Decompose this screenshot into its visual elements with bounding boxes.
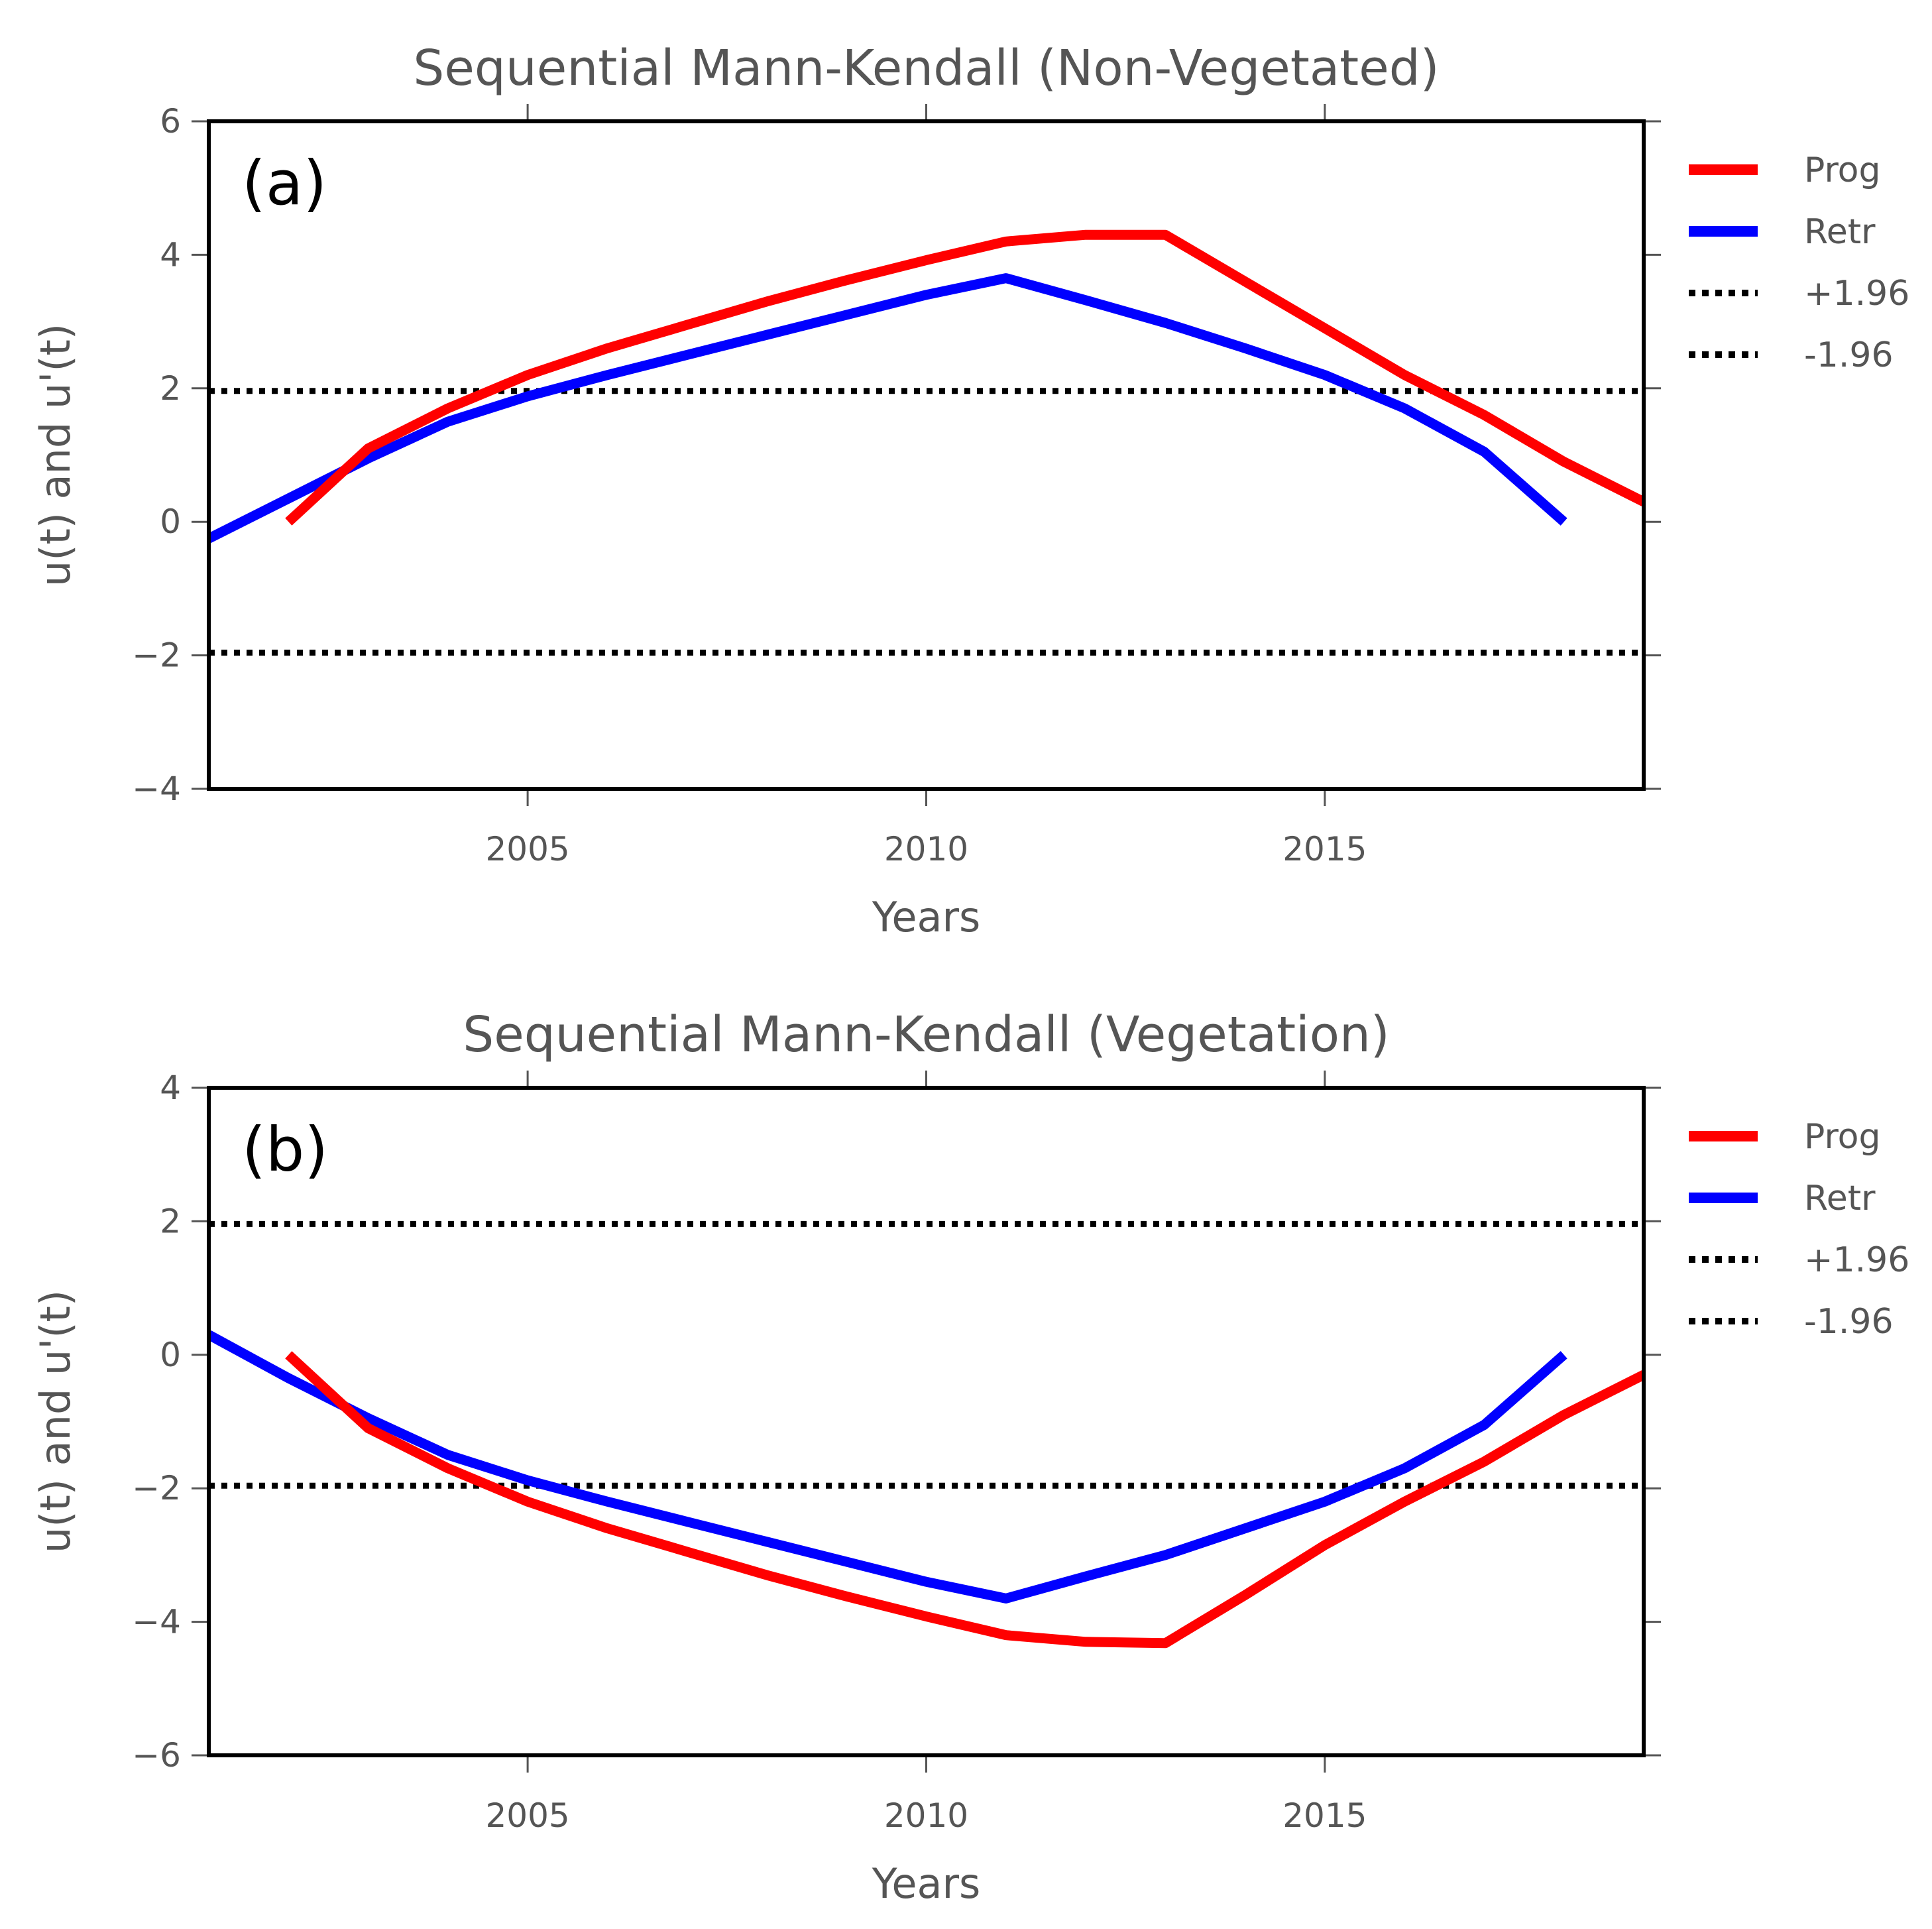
y-tick-label: 0	[160, 1336, 181, 1374]
legend-label: Prog	[1804, 150, 1881, 190]
chart-panel-1: Sequential Mann-Kendall (Vegetation) −6 −4…	[31, 1006, 1909, 1908]
x-tick-label: 2005	[485, 830, 569, 868]
x-axis-label: Years	[872, 893, 981, 941]
y-tick-label: 4	[160, 1069, 181, 1107]
y-tick-label: 6	[160, 102, 181, 141]
series-line-prog	[285, 229, 1644, 526]
legend-label: +1.96	[1804, 1240, 1909, 1280]
x-tick-label: 2015	[1282, 830, 1367, 868]
plot-frame	[207, 119, 1646, 791]
legend-label: +1.96	[1804, 274, 1909, 314]
series-line-retr	[209, 1330, 1567, 1604]
y-tick-label: 0	[160, 502, 181, 541]
y-tick-label: 4	[160, 235, 181, 274]
x-tick-label: 2010	[884, 1796, 968, 1835]
y-tick-label: −4	[132, 1603, 181, 1641]
y-tick-label: −2	[132, 636, 181, 675]
chart-title: Sequential Mann-Kendall (Vegetation)	[463, 1006, 1389, 1063]
x-axis-label: Years	[872, 1859, 981, 1908]
legend-label: Prog	[1804, 1117, 1881, 1157]
x-tick-label: 2015	[1282, 1796, 1367, 1835]
y-tick-label: 2	[160, 1202, 181, 1240]
chart-title: Sequential Mann-Kendall (Non-Vegetated)	[413, 40, 1439, 97]
legend-label: Retr	[1804, 1179, 1876, 1218]
y-tick-label: −4	[132, 770, 181, 808]
chart-panel-0: Sequential Mann-Kendall (Non-Vegetated) −…	[31, 40, 1909, 941]
x-tick-label: 2010	[884, 830, 968, 868]
series-line-retr	[209, 273, 1567, 544]
x-tick-label: 2005	[485, 1796, 569, 1835]
y-tick-label: 2	[160, 369, 181, 408]
panel-label: (a)	[242, 148, 327, 219]
series-line-prog	[285, 1351, 1644, 1649]
y-tick-label: −2	[132, 1469, 181, 1507]
legend-label: Retr	[1804, 212, 1876, 252]
legend-label: -1.96	[1804, 335, 1894, 375]
y-axis-label: u(t) and u'(t)	[31, 323, 80, 587]
plot-frame	[207, 1086, 1646, 1757]
y-tick-label: −6	[132, 1736, 181, 1775]
panel-label: (b)	[242, 1114, 328, 1185]
y-axis-label: u(t) and u'(t)	[31, 1290, 80, 1553]
legend-label: -1.96	[1804, 1302, 1894, 1342]
